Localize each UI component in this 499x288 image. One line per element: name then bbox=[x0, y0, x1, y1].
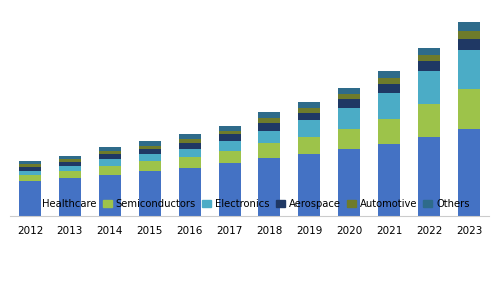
Bar bbox=[179, 139, 201, 143]
Bar bbox=[418, 137, 440, 216]
Bar bbox=[258, 118, 280, 123]
Legend: Healthcare, Semiconductors, Electronics, Aerospace, Automotive, Others: Healthcare, Semiconductors, Electronics,… bbox=[25, 195, 474, 213]
Bar bbox=[99, 151, 121, 154]
Bar bbox=[298, 108, 320, 113]
Bar bbox=[378, 78, 400, 84]
Bar bbox=[378, 144, 400, 216]
Bar bbox=[338, 94, 360, 99]
Bar bbox=[338, 129, 360, 149]
Bar bbox=[19, 161, 41, 164]
Bar bbox=[139, 161, 161, 171]
Bar bbox=[219, 151, 241, 163]
Bar bbox=[418, 104, 440, 137]
Bar bbox=[418, 55, 440, 61]
Bar bbox=[219, 163, 241, 216]
Bar bbox=[179, 149, 201, 157]
Bar bbox=[139, 141, 161, 146]
Bar bbox=[458, 129, 480, 216]
Bar bbox=[19, 175, 41, 181]
Bar bbox=[139, 146, 161, 149]
Bar bbox=[219, 141, 241, 151]
Bar bbox=[59, 166, 81, 171]
Bar bbox=[258, 123, 280, 130]
Bar bbox=[99, 154, 121, 160]
Bar bbox=[458, 50, 480, 89]
Bar bbox=[418, 61, 440, 71]
Bar bbox=[139, 154, 161, 161]
Bar bbox=[338, 149, 360, 216]
Bar bbox=[258, 143, 280, 158]
Bar bbox=[378, 84, 400, 93]
Bar bbox=[179, 134, 201, 139]
Bar bbox=[139, 171, 161, 216]
Bar bbox=[219, 126, 241, 130]
Bar bbox=[19, 171, 41, 175]
Bar bbox=[99, 147, 121, 151]
Bar bbox=[298, 113, 320, 120]
Bar bbox=[298, 120, 320, 137]
Bar bbox=[59, 178, 81, 216]
Bar bbox=[179, 157, 201, 168]
Bar bbox=[99, 160, 121, 166]
Bar bbox=[179, 168, 201, 216]
Bar bbox=[418, 71, 440, 104]
Bar bbox=[458, 31, 480, 39]
Bar bbox=[59, 162, 81, 166]
Bar bbox=[99, 166, 121, 175]
Bar bbox=[139, 149, 161, 154]
Bar bbox=[219, 134, 241, 141]
Bar bbox=[378, 119, 400, 144]
Bar bbox=[19, 167, 41, 171]
Bar bbox=[59, 171, 81, 178]
Bar bbox=[59, 156, 81, 160]
Bar bbox=[378, 71, 400, 78]
Bar bbox=[338, 88, 360, 94]
Bar bbox=[298, 102, 320, 108]
Bar bbox=[338, 99, 360, 108]
Bar bbox=[59, 160, 81, 162]
Bar bbox=[418, 48, 440, 55]
Bar bbox=[19, 181, 41, 216]
Bar bbox=[258, 158, 280, 216]
Bar bbox=[19, 164, 41, 167]
Bar bbox=[179, 143, 201, 149]
Bar bbox=[338, 108, 360, 129]
Bar bbox=[458, 22, 480, 31]
Bar bbox=[298, 154, 320, 216]
Bar bbox=[99, 175, 121, 216]
Bar bbox=[258, 112, 280, 118]
Bar bbox=[219, 130, 241, 134]
Bar bbox=[298, 137, 320, 154]
Bar bbox=[458, 89, 480, 129]
Bar bbox=[458, 39, 480, 50]
Bar bbox=[258, 130, 280, 143]
Bar bbox=[378, 93, 400, 119]
